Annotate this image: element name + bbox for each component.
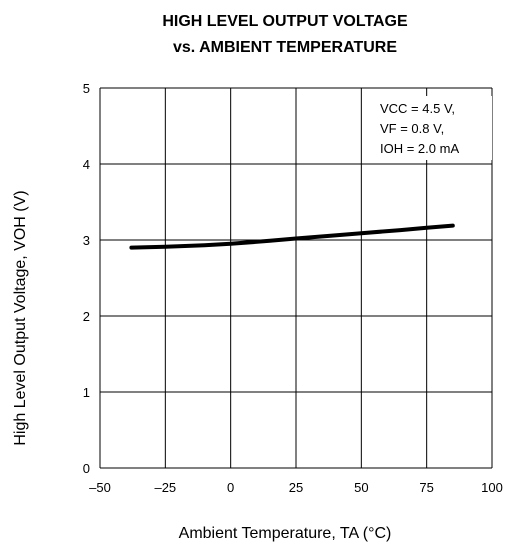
chart-title-line2: vs. AMBIENT TEMPERATURE <box>173 39 397 56</box>
y-axis-label: High Level Output Voltage, VOH (V) <box>12 190 29 445</box>
conditions-background <box>374 96 492 160</box>
series-line <box>129 223 455 250</box>
y-tick-label: 2 <box>83 309 90 324</box>
chart-title-line1: HIGH LEVEL OUTPUT VOLTAGE <box>162 13 408 30</box>
y-tick-label: 3 <box>83 233 90 248</box>
condition-vf: VF = 0.8 V, <box>380 121 444 136</box>
x-axis-label: Ambient Temperature, TA (°C) <box>179 525 392 542</box>
y-tick-label: 0 <box>83 461 90 476</box>
x-tick-label: 50 <box>354 480 368 495</box>
condition-ioh: IOH = 2.0 mA <box>380 141 459 156</box>
x-tick-label: 0 <box>227 480 234 495</box>
tick-labels: –50 –25 0 25 50 75 100 0 1 2 3 4 5 <box>83 81 503 495</box>
x-tick-label: –50 <box>89 480 111 495</box>
x-tick-label: –25 <box>154 480 176 495</box>
conditions-annotation: VCC = 4.5 V, VF = 0.8 V, IOH = 2.0 mA <box>374 96 492 160</box>
condition-vcc: VCC = 4.5 V, <box>380 101 455 116</box>
y-tick-label: 5 <box>83 81 90 96</box>
x-tick-label: 75 <box>419 480 433 495</box>
y-tick-label: 4 <box>83 157 90 172</box>
x-tick-label: 100 <box>481 480 503 495</box>
y-tick-label: 1 <box>83 385 90 400</box>
x-tick-label: 25 <box>289 480 303 495</box>
